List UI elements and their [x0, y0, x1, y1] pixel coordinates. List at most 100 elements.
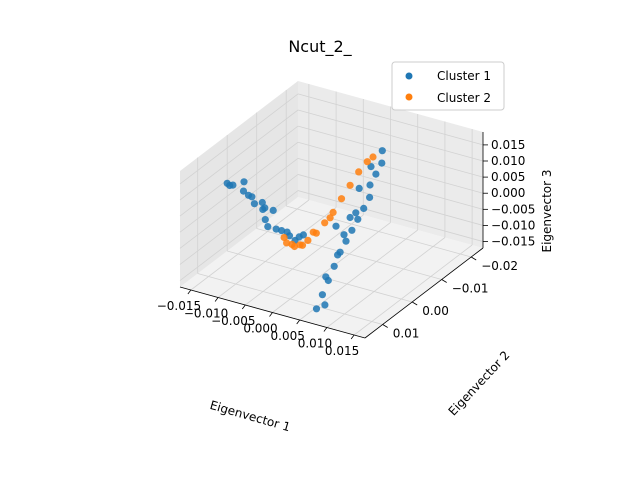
- point-cluster-2: [309, 228, 317, 236]
- point-cluster-2: [304, 236, 312, 244]
- z-tick-label: 0.005: [491, 170, 525, 184]
- x-tick-mark: [323, 327, 328, 332]
- z-grid-left: [179, 158, 299, 249]
- point-cluster-2: [326, 214, 334, 222]
- point-cluster-1: [348, 226, 356, 234]
- x-tick-mark: [241, 304, 246, 310]
- z-grid-back: [297, 190, 484, 242]
- point-cluster-1: [258, 198, 266, 207]
- point-cluster-1: [366, 181, 374, 189]
- x-grid-floor: [190, 199, 310, 291]
- point-cluster-1: [269, 206, 277, 214]
- z-grid-back: [297, 125, 484, 178]
- x-grid-floor: [326, 237, 446, 328]
- x-axis-label: Eigenvector 1: [208, 398, 292, 434]
- z-tick-label: −0.010: [491, 218, 535, 232]
- tick-labels: −0.015−0.010−0.0050.0000.0050.0100.015−0…: [157, 138, 536, 358]
- point-cluster-1: [226, 181, 234, 190]
- point-cluster-1: [366, 193, 374, 201]
- point-cluster-2: [363, 158, 371, 166]
- x-grid-floor: [299, 229, 418, 321]
- point-cluster-2: [337, 195, 346, 203]
- point-cluster-1: [250, 200, 258, 208]
- z-tick-label: −0.005: [491, 202, 535, 216]
- point-cluster-1: [272, 225, 280, 233]
- point-cluster-1: [367, 163, 375, 171]
- point-cluster-1: [330, 262, 338, 270]
- z-tick-label: 0.000: [491, 186, 525, 200]
- z-grid-back: [297, 174, 484, 226]
- point-cluster-1: [261, 204, 269, 212]
- z-grid-left: [179, 93, 299, 185]
- legend-label-cluster-1: Cluster 1: [437, 69, 491, 83]
- z-grid-left: [179, 190, 299, 281]
- point-cluster-1: [346, 213, 354, 222]
- x-tick-mark: [296, 319, 301, 325]
- point-cluster-1: [332, 222, 340, 230]
- point-cluster-1: [355, 184, 363, 192]
- x-tick-mark: [187, 289, 192, 295]
- y-grid-floor: [197, 273, 383, 325]
- point-cluster-2: [369, 153, 377, 161]
- point-cluster-1: [285, 232, 294, 240]
- x-tick-label: −0.010: [184, 307, 228, 321]
- z-grid-back: [297, 141, 484, 194]
- legend-box: [391, 61, 505, 111]
- x-grid-floor: [217, 207, 337, 298]
- z-grid-left: [179, 125, 299, 217]
- legend-label-cluster-2: Cluster 2: [437, 91, 491, 105]
- point-cluster-1: [261, 216, 269, 224]
- x-tick-label: 0.000: [243, 322, 277, 336]
- x-tick-label: 0.005: [271, 329, 305, 343]
- point-cluster-2: [298, 241, 307, 249]
- point-cluster-2: [283, 239, 291, 247]
- point-cluster-2: [290, 242, 299, 251]
- point-cluster-1: [321, 301, 329, 309]
- y-tick-label: 0.00: [422, 304, 449, 318]
- y-tick-mark: [382, 324, 388, 328]
- point-cluster-1: [244, 191, 253, 199]
- point-cluster-1: [352, 209, 360, 217]
- z-grid-back: [297, 157, 484, 210]
- z-grid-left: [179, 109, 299, 201]
- point-cluster-1: [278, 227, 286, 235]
- point-cluster-1: [342, 237, 350, 245]
- x-tick-label: −0.005: [211, 314, 255, 328]
- x-tick-label: 0.010: [298, 337, 332, 351]
- x-grid-floor: [353, 244, 473, 336]
- legend-marker-cluster-1: [405, 72, 413, 80]
- axes-grid: [179, 84, 488, 340]
- x-grid-floor: [245, 214, 364, 306]
- legend-marker-cluster-2: [405, 93, 413, 101]
- scatter-points: [223, 147, 386, 313]
- z-tick-label: −0.015: [491, 235, 535, 249]
- z-tick-label: 0.015: [491, 138, 525, 152]
- z-tick-label: 0.010: [491, 154, 525, 168]
- point-cluster-1: [354, 215, 362, 223]
- point-cluster-2: [355, 168, 363, 176]
- x-tick-mark: [269, 312, 273, 317]
- point-cluster-1: [264, 223, 272, 231]
- point-cluster-2: [321, 219, 329, 227]
- y-tick-label: −0.01: [452, 282, 489, 296]
- point-cluster-1: [340, 231, 348, 239]
- point-cluster-1: [239, 187, 248, 195]
- point-cluster-1: [324, 276, 332, 285]
- point-cluster-1: [318, 291, 326, 299]
- z-grid-back: [297, 93, 484, 146]
- z-grid-left: [179, 141, 299, 233]
- y-tick-mark: [470, 256, 477, 261]
- x-tick-label: 0.015: [325, 344, 359, 358]
- point-cluster-1: [360, 204, 368, 212]
- point-cluster-1: [378, 159, 386, 167]
- y-grid-floor: [286, 205, 472, 258]
- y-tick-mark: [441, 279, 447, 283]
- x-tick-mark: [214, 297, 219, 302]
- legend: Cluster 1 Cluster 2: [391, 61, 505, 111]
- y-grid-floor: [227, 250, 413, 303]
- y-axis-label: Eigenvector 2: [446, 348, 513, 418]
- point-cluster-1: [336, 248, 344, 256]
- point-cluster-2: [280, 233, 288, 242]
- x-tick-label: −0.015: [157, 299, 201, 313]
